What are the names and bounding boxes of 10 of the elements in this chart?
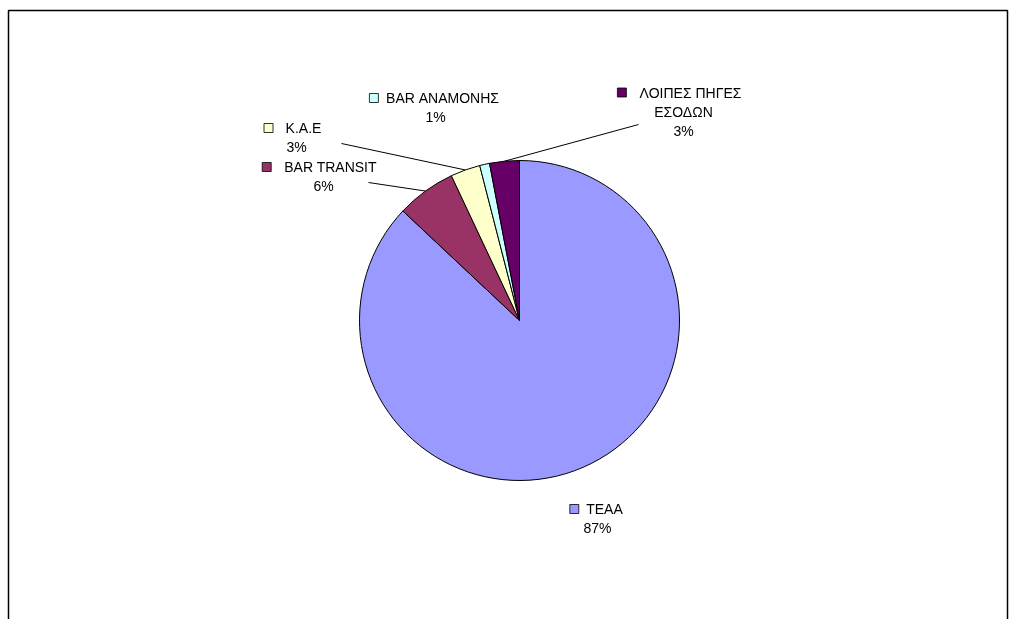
data-label: 6%	[313, 178, 334, 194]
legend-label: Κ.Α.Ε	[285, 120, 322, 136]
legend-label: ΤΕΑΑ	[586, 501, 624, 517]
data-label: 1%	[425, 109, 446, 125]
data-label: 3%	[286, 139, 307, 155]
legend-label: BAR ΑΝΑΜΟΝΗΣ	[386, 90, 500, 106]
data-label: 3%	[673, 122, 694, 139]
legend-label: BAR TRANSIT	[284, 159, 377, 175]
legend-label: ΛΟΙΠΕΣ ΠΗΓΕΣ ΕΣΟΔΩΝ	[639, 84, 742, 120]
data-label: 87%	[583, 520, 612, 536]
